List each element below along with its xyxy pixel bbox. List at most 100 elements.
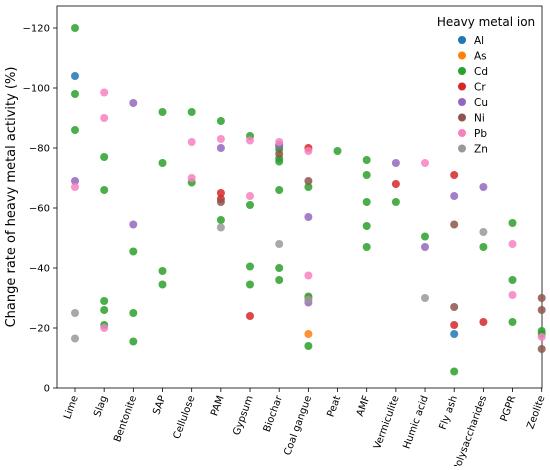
data-point-pb [187, 138, 196, 146]
x-tick-label: Peat [326, 394, 344, 418]
data-point-zn [275, 240, 284, 248]
data-point-al [71, 72, 79, 80]
x-tick-label: SAP [151, 394, 168, 416]
data-point-ni [450, 220, 459, 229]
data-point-cd [275, 186, 284, 194]
data-point-pb [100, 114, 109, 122]
x-tick-label: Fly ash [438, 394, 460, 431]
data-point-ni [304, 177, 313, 185]
y-tick-label: −80 [29, 144, 50, 155]
data-point-cd [362, 156, 371, 164]
data-point-ni [537, 306, 546, 314]
data-point-cd [275, 264, 284, 272]
data-point-cd [216, 117, 225, 125]
data-point-cu [421, 243, 429, 251]
legend-marker-al [458, 36, 466, 44]
data-point-cd [216, 216, 225, 224]
data-point-pb [304, 271, 313, 280]
legend-marker-ni [458, 113, 466, 122]
legend-marker-cd [458, 67, 466, 75]
data-point-cd [129, 337, 138, 346]
y-tick-label: −100 [23, 84, 50, 95]
data-point-cd [275, 276, 284, 284]
x-tick-label: PGPR [499, 394, 519, 423]
x-tick-label: Zeolite [525, 394, 547, 430]
data-point-pb [421, 159, 429, 167]
data-point-cd [479, 243, 488, 251]
data-point-cu [479, 183, 488, 191]
data-point-cr [216, 189, 225, 197]
data-point-cd [100, 186, 109, 194]
data-point-cu [216, 144, 225, 152]
y-tick-label: −40 [29, 264, 50, 275]
legend-label-al: Al [474, 35, 484, 47]
y-tick-label: −60 [29, 204, 50, 215]
data-point-cd [362, 243, 371, 251]
legend-marker-zn [458, 144, 466, 153]
data-point-cd [362, 222, 371, 230]
data-point-cd [158, 280, 167, 289]
x-tick-label: Lime [62, 394, 81, 421]
data-point-pb [537, 333, 546, 341]
data-point-cd [333, 147, 342, 155]
x-tick-label: PAM [209, 394, 226, 417]
data-point-pb [187, 174, 196, 182]
legend-marker-pb [458, 129, 466, 137]
legend-label-cr: Cr [474, 81, 486, 93]
data-point-al [450, 330, 459, 338]
data-point-pb [304, 147, 313, 155]
data-point-cd [158, 159, 167, 167]
legend-label-pb: Pb [474, 128, 487, 140]
data-point-cd [362, 171, 371, 179]
data-point-cd [275, 157, 284, 166]
x-tick-label: Slag [92, 394, 110, 418]
data-point-cd [158, 108, 167, 116]
data-point-cd [100, 297, 109, 305]
data-point-cd [100, 153, 109, 161]
data-point-cd [246, 262, 254, 271]
x-tick-label: AMF [355, 394, 373, 418]
data-point-cr [479, 318, 488, 326]
data-point-cd [129, 309, 138, 317]
data-point-pb [508, 240, 517, 248]
data-point-pb [100, 324, 109, 332]
data-point-as [304, 330, 313, 338]
legend-marker-cu [458, 98, 466, 106]
data-point-zn [71, 334, 79, 343]
legend-marker-as [458, 51, 466, 60]
y-tick-label: −120 [23, 24, 50, 35]
data-point-ni [216, 198, 225, 206]
data-point-zn [216, 223, 225, 232]
data-point-cu [450, 192, 459, 200]
data-point-pb [71, 183, 79, 191]
data-point-ni [275, 150, 284, 158]
legend-label-ni: Ni [474, 112, 485, 124]
data-point-cr [450, 321, 459, 329]
data-point-zn [71, 309, 79, 317]
data-point-cd [362, 198, 371, 206]
data-point-cu [391, 159, 400, 167]
legend-title: Heavy metal ion [437, 15, 535, 29]
data-point-cd [450, 367, 459, 376]
data-point-cd [246, 201, 254, 209]
legend-marker-cr [458, 82, 466, 91]
data-point-cd [187, 108, 196, 116]
data-point-cd [129, 247, 138, 256]
data-point-cd [391, 198, 400, 206]
data-point-cd [100, 306, 109, 314]
y-tick-label: −20 [29, 324, 50, 335]
data-point-cr [450, 171, 459, 179]
y-axis-title: Change rate of heavy metal activity (%) [4, 67, 19, 328]
data-point-cd [158, 267, 167, 275]
data-point-ni [537, 345, 546, 353]
data-point-cd [246, 280, 254, 289]
data-point-cd [508, 276, 517, 284]
x-tick-label: Coal gangue [282, 394, 314, 457]
data-points [71, 24, 546, 376]
data-point-pb [216, 135, 225, 143]
data-point-zn [421, 294, 429, 302]
data-point-cd [304, 183, 313, 191]
data-point-pb [508, 291, 517, 299]
